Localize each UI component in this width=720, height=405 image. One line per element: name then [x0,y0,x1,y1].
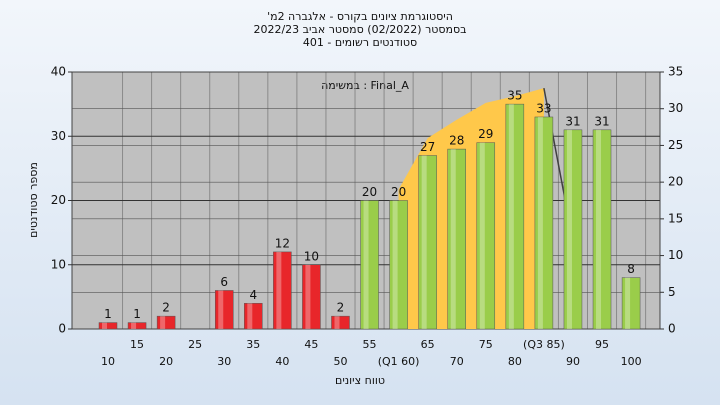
value-label: 20 [391,185,406,199]
y-tick-label: 10 [51,257,66,271]
x-tick-label: 100 [621,355,642,368]
x-tick-label: 90 [566,355,580,368]
x-axis-label: טווח ציונים [335,374,385,387]
bar-shine [102,322,107,329]
chart-title: היסטוגרמת ציונים בקורס - אלגברה 2מ' [267,10,453,23]
bar [476,142,496,330]
value-label: 27 [420,140,435,154]
x-tick-label: 15 [130,338,144,351]
y-tick-label: 40 [51,65,66,79]
bar-shine [392,200,398,329]
value-label: 6 [220,275,228,289]
value-label: 31 [594,114,609,128]
bar-shine [508,104,514,329]
y2-tick-label: 25 [668,138,683,152]
value-label: 8 [627,262,635,276]
bar-shine [596,129,602,329]
x-tick-label: 30 [217,355,231,368]
y2-tick-label: 10 [668,248,683,262]
bar [331,315,350,330]
y2-tick-label: 15 [668,211,683,225]
x-tick-label: 70 [450,355,464,368]
bar-shine [479,142,485,329]
bar [156,315,176,330]
bar [214,290,234,330]
bar-shine [218,290,224,329]
bar [273,251,292,330]
y2-tick-label: 20 [668,175,683,189]
x-tick-label: 50 [333,355,347,368]
bar [244,303,263,330]
x-tick-label: 55 [363,338,377,351]
y2-tick-label: 35 [668,65,683,79]
bar [127,322,147,330]
bar-shine [247,303,253,329]
bar [534,116,554,330]
bar-shine [537,116,543,329]
x-tick-label: 75 [479,338,493,351]
bar [563,129,583,330]
bar [621,277,641,330]
chart-subtitle: סטודנטים רשומים - 401 [303,36,417,49]
x-tick-label: 35 [246,338,260,351]
value-label: 20 [362,185,377,199]
bar-shine [421,155,427,329]
value-label: 1 [104,307,112,321]
bar-shine [363,200,369,329]
x-tick-label: 40 [275,355,289,368]
value-label: 2 [337,301,345,315]
x-tick-label: (Q3 85) [523,338,565,351]
x-tick-label: 65 [421,338,435,351]
value-label: 1 [133,307,141,321]
value-label: 33 [536,101,551,115]
x-tick-label: 45 [304,338,318,351]
bar [98,322,118,330]
bar-shine [305,264,311,329]
bar [447,148,466,330]
x-tick-label: 20 [159,355,173,368]
value-label: 10 [304,249,319,263]
bar-shine [566,129,572,329]
y-tick-label: 0 [58,322,66,336]
bar-shine [450,149,456,329]
y2-tick-label: 5 [668,285,676,299]
bar [389,200,408,330]
y-tick-label: 30 [51,129,66,143]
bar [360,200,379,330]
x-tick-label: 25 [188,338,202,351]
bar [505,103,525,330]
bar-shine [160,316,166,329]
x-tick-label: 95 [595,338,609,351]
bar [418,155,437,330]
value-label: 2 [162,301,170,315]
bar-shine [131,322,137,329]
bar [592,129,612,330]
value-label: 4 [249,288,257,302]
x-tick-label: 10 [101,355,115,368]
y-axis-label: מספר סטודנטים [27,162,40,238]
value-label: 35 [507,89,522,103]
value-label: 31 [565,114,580,128]
bar-shine [625,277,631,329]
annotation: במשימה : Final_A [321,79,409,92]
bar-shine [334,316,340,329]
value-label: 12 [275,236,290,250]
chart-subtitle: בסמסטר (02/2022) סמסטר אביב 2022/23 [253,23,466,36]
y2-tick-label: 0 [668,322,676,336]
bar [302,264,321,330]
x-tick-label: 80 [508,355,522,368]
x-tick-label: (Q1 60) [378,355,420,368]
bar-shine [276,251,282,329]
y2-tick-label: 30 [668,101,683,115]
y-tick-label: 20 [51,193,66,207]
value-label: 28 [449,134,464,148]
value-label: 29 [478,127,493,141]
